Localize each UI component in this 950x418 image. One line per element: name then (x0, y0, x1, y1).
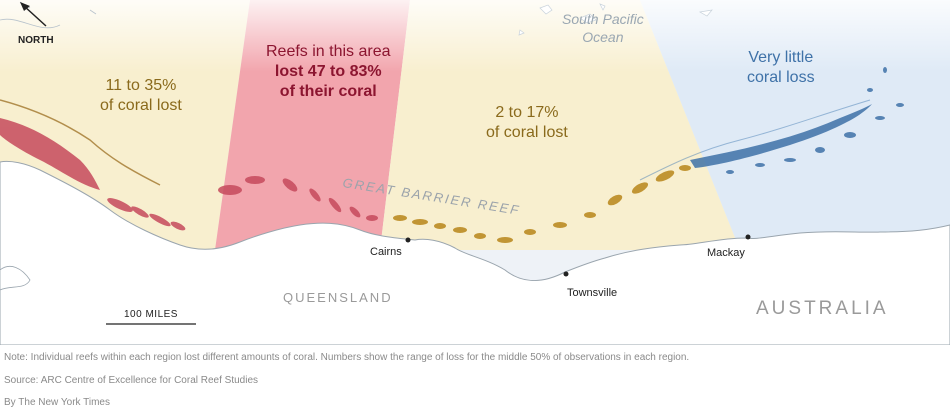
city-label-mackay: Mackay (707, 247, 745, 259)
north-arrow (23, 5, 47, 27)
reef-map (0, 0, 950, 345)
city-label-townsville: Townsville (567, 287, 618, 299)
region-south-line1: Very little (748, 49, 814, 66)
city-dot-townsville (563, 271, 569, 277)
region-central-line2: of coral lost (486, 124, 568, 141)
region-north-line1: 11 to 35% (105, 77, 177, 94)
note-text: Note: Individual reefs within each regio… (4, 352, 690, 363)
region-bands (0, 0, 950, 250)
reef-shelf-south (639, 99, 871, 181)
region-central-label: 2 to 17% of coral lost (486, 103, 568, 143)
state-label: QUEENSLAND (283, 290, 393, 305)
country-label: AUSTRALIA (756, 298, 889, 319)
reefs-north (0, 118, 378, 231)
byline-text: By The New York Times (4, 397, 110, 408)
region-south-label: Very little coral loss (747, 48, 815, 88)
city-dot-cairns (405, 237, 411, 243)
city-label-cairns: Cairns (370, 246, 402, 258)
mainland (0, 160, 950, 345)
region-south-line2: coral loss (747, 69, 815, 86)
source-text: Source: ARC Centre of Excellence for Cor… (4, 375, 259, 386)
reefs-central (393, 165, 691, 243)
reef-shelf-north (0, 99, 161, 186)
region-severe-line1: lost 47 to 83% (274, 63, 382, 80)
region-severe-label: Reefs in this area lost 47 to 83% of the… (266, 42, 391, 102)
city-dot-mackay (745, 234, 751, 240)
region-central-line1: 2 to 17% (495, 104, 559, 121)
region-north-label: 11 to 35% of coral lost (100, 76, 182, 116)
ocean-label: South Pacific Ocean (562, 10, 644, 46)
region-north-line2: of coral lost (100, 97, 182, 114)
ocean-label-line1: South Pacific (562, 11, 644, 27)
region-severe-line0: Reefs in this area (266, 43, 391, 60)
north-label: NORTH (18, 35, 54, 46)
scale-label: 100 MILES (124, 309, 178, 320)
region-severe-line2: of their coral (279, 83, 377, 100)
ocean-label-line2: Ocean (582, 29, 624, 45)
reefs-south (690, 67, 904, 174)
